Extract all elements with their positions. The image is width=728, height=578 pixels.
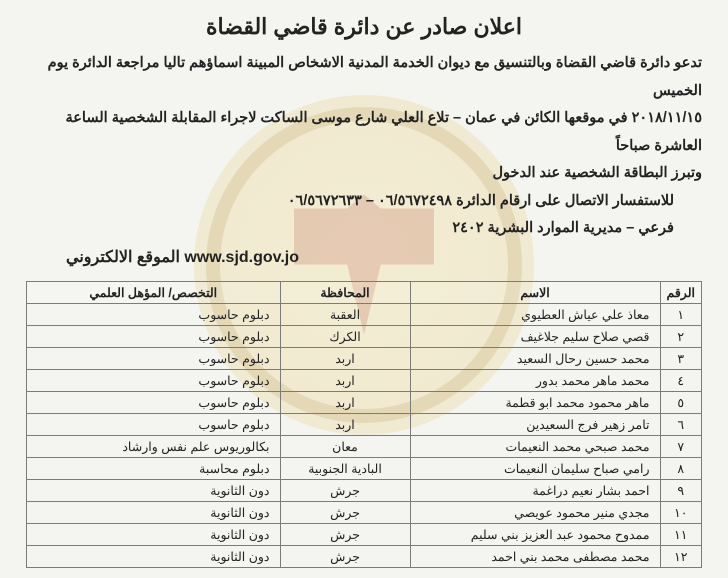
announcement-body: تدعو دائرة قاضي القضاة وبالتنسيق مع ديوا…	[26, 50, 702, 273]
table-row: ١١ممدوح محمود عبد العزيز بني سليمجرشدون …	[27, 524, 702, 546]
cell-num: ٩	[660, 480, 701, 502]
table-row: ١معاذ علي عياش العطيويالعقبةدبلوم حاسوب	[27, 304, 702, 326]
table-row: ٥ماهر محمود محمد ابو قطمةاربددبلوم حاسوب	[27, 392, 702, 414]
cell-gov: البادية الجنوبية	[280, 458, 410, 480]
cell-num: ١	[660, 304, 701, 326]
cell-qual: دبلوم حاسوب	[27, 392, 281, 414]
cell-num: ٧	[660, 436, 701, 458]
col-qual: التخصص/ المؤهل العلمي	[27, 282, 281, 304]
cell-num: ٨	[660, 458, 701, 480]
cell-name: ممدوح محمود عبد العزيز بني سليم	[410, 524, 660, 546]
table-row: ٨رامي صباح سليمان النعيماتالبادية الجنوب…	[27, 458, 702, 480]
body-line-5: فرعي – مديرية الموارد البشرية ٢٤٠٢	[26, 215, 702, 243]
table-row: ٢قصي صلاح سليم جلاغيفالكركدبلوم حاسوب	[27, 326, 702, 348]
table-row: ٤محمد ماهر محمد بدوراربددبلوم حاسوب	[27, 370, 702, 392]
cell-name: محمد حسين رحال السعيد	[410, 348, 660, 370]
cell-qual: دبلوم حاسوب	[27, 304, 281, 326]
cell-gov: جرش	[280, 480, 410, 502]
cell-gov: جرش	[280, 502, 410, 524]
cell-gov: معان	[280, 436, 410, 458]
cell-gov: جرش	[280, 546, 410, 568]
cell-name: معاذ علي عياش العطيوي	[410, 304, 660, 326]
col-name: الاسم	[410, 282, 660, 304]
cell-gov: اربد	[280, 392, 410, 414]
body-line-4: للاستفسار الاتصال على ارقام الدائرة ٠٦/٥…	[26, 188, 702, 216]
cell-name: مجدي منير محمود عويصي	[410, 502, 660, 524]
cell-gov: العقبة	[280, 304, 410, 326]
cell-name: ماهر محمود محمد ابو قطمة	[410, 392, 660, 414]
body-line-1: تدعو دائرة قاضي القضاة وبالتنسيق مع ديوا…	[26, 50, 702, 105]
cell-qual: بكالوريوس علم نفس وارشاد	[27, 436, 281, 458]
cell-gov: جرش	[280, 524, 410, 546]
col-num: الرقم	[660, 282, 701, 304]
cell-num: ٤	[660, 370, 701, 392]
table-row: ١٠مجدي منير محمود عويصيجرشدون الثانوية	[27, 502, 702, 524]
cell-num: ٥	[660, 392, 701, 414]
cell-gov: اربد	[280, 414, 410, 436]
announcement-title: اعلان صادر عن دائرة قاضي القضاة	[26, 14, 702, 40]
cell-qual: دبلوم حاسوب	[27, 414, 281, 436]
cell-gov: الكرك	[280, 326, 410, 348]
document-page: اعلان صادر عن دائرة قاضي القضاة تدعو دائ…	[0, 0, 728, 578]
cell-num: ١٢	[660, 546, 701, 568]
cell-gov: اربد	[280, 348, 410, 370]
cell-name: محمد صبحي محمد النعيمات	[410, 436, 660, 458]
table-row: ٦تامر زهير فرج السعيديناربددبلوم حاسوب	[27, 414, 702, 436]
cell-qual: دبلوم حاسوب	[27, 370, 281, 392]
cell-qual: دون الثانوية	[27, 480, 281, 502]
cell-num: ١٠	[660, 502, 701, 524]
cell-name: رامي صباح سليمان النعيمات	[410, 458, 660, 480]
cell-name: محمد ماهر محمد بدور	[410, 370, 660, 392]
cell-num: ٢	[660, 326, 701, 348]
table-row: ٣محمد حسين رحال السعيداربددبلوم حاسوب	[27, 348, 702, 370]
cell-qual: دون الثانوية	[27, 546, 281, 568]
cell-num: ٣	[660, 348, 701, 370]
body-line-2: ٢٠١٨/١١/١٥ في موقعها الكائن في عمان – تل…	[26, 105, 702, 160]
cell-gov: اربد	[280, 370, 410, 392]
body-line-6: الموقع الالكتروني www.sjd.gov.jo	[26, 243, 702, 273]
cell-qual: دون الثانوية	[27, 524, 281, 546]
cell-num: ١١	[660, 524, 701, 546]
table-header-row: الرقم الاسم المحافظة التخصص/ المؤهل العل…	[27, 282, 702, 304]
names-table: الرقم الاسم المحافظة التخصص/ المؤهل العل…	[26, 281, 702, 568]
cell-qual: دبلوم محاسبة	[27, 458, 281, 480]
table-row: ٧محمد صبحي محمد النعيماتمعانبكالوريوس عل…	[27, 436, 702, 458]
table-row: ١٢محمد مصطفى محمد بني احمدجرشدون الثانوي…	[27, 546, 702, 568]
cell-qual: دون الثانوية	[27, 502, 281, 524]
cell-name: قصي صلاح سليم جلاغيف	[410, 326, 660, 348]
cell-qual: دبلوم حاسوب	[27, 326, 281, 348]
col-gov: المحافظة	[280, 282, 410, 304]
cell-name: احمد بشار نعيم دراغمة	[410, 480, 660, 502]
body-line-3: وتبرز البطاقة الشخصية عند الدخول	[26, 160, 702, 188]
table-row: ٩احمد بشار نعيم دراغمةجرشدون الثانوية	[27, 480, 702, 502]
cell-name: محمد مصطفى محمد بني احمد	[410, 546, 660, 568]
cell-name: تامر زهير فرج السعيدين	[410, 414, 660, 436]
cell-qual: دبلوم حاسوب	[27, 348, 281, 370]
cell-num: ٦	[660, 414, 701, 436]
